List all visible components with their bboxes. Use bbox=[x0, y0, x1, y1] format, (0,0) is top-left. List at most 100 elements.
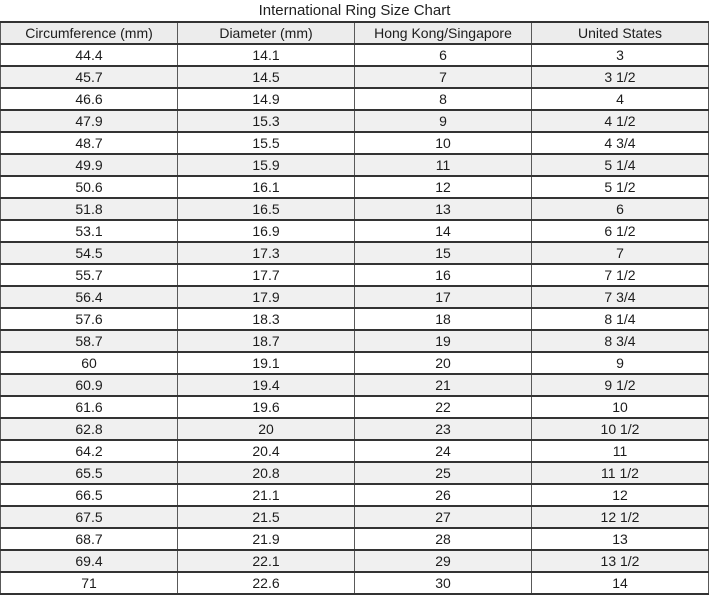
table-row: 60.9 19.4 21 9 1/2 bbox=[0, 373, 709, 397]
table-cell: 11 bbox=[354, 153, 532, 177]
table-cell: 19.1 bbox=[177, 351, 355, 375]
table-cell: 64.2 bbox=[0, 439, 178, 463]
table-cell: 14 bbox=[531, 571, 709, 595]
table-cell: 28 bbox=[354, 527, 532, 551]
table-cell: 20.8 bbox=[177, 461, 355, 485]
table-cell: 6 1/2 bbox=[531, 219, 709, 243]
table-cell: 61.6 bbox=[0, 395, 178, 419]
table-cell: 13 1/2 bbox=[531, 549, 709, 573]
table-row: 44.4 14.1 6 3 bbox=[0, 43, 709, 67]
page-title: International Ring Size Chart bbox=[258, 2, 451, 19]
table-cell: 6 bbox=[531, 197, 709, 221]
table-cell: 58.7 bbox=[0, 329, 178, 353]
table-cell: 66.5 bbox=[0, 483, 178, 507]
table-cell: 11 bbox=[531, 439, 709, 463]
table-cell: 16.1 bbox=[177, 175, 355, 199]
table-row: 53.1 16.9 14 6 1/2 bbox=[0, 219, 709, 243]
table-row: 67.5 21.5 27 12 1/2 bbox=[0, 505, 709, 529]
table-row: 61.6 19.6 22 10 bbox=[0, 395, 709, 419]
table-cell: 60.9 bbox=[0, 373, 178, 397]
table-body: 44.4 14.1 6 3 45.7 14.5 7 3 1/2 46.6 14.9 8 4 47.9 15… bbox=[0, 43, 709, 595]
table-row: 56.4 17.9 17 7 3/4 bbox=[0, 285, 709, 309]
table-header-row: Circumference (mm) Diameter (mm) Hong Ko… bbox=[0, 21, 709, 45]
column-header-diameter: Diameter (mm) bbox=[177, 21, 355, 45]
table-row: 55.7 17.7 16 7 1/2 bbox=[0, 263, 709, 287]
table-cell: 20.4 bbox=[177, 439, 355, 463]
table-cell: 17 bbox=[354, 285, 532, 309]
table-cell: 47.9 bbox=[0, 109, 178, 133]
table-row: 62.8 20 23 10 1/2 bbox=[0, 417, 709, 441]
table-row: 57.6 18.3 18 8 1/4 bbox=[0, 307, 709, 331]
table-cell: 69.4 bbox=[0, 549, 178, 573]
table-cell: 19.4 bbox=[177, 373, 355, 397]
table-row: 50.6 16.1 12 5 1/2 bbox=[0, 175, 709, 199]
table-row: 45.7 14.5 7 3 1/2 bbox=[0, 65, 709, 89]
column-header-united-states: United States bbox=[531, 21, 709, 45]
table-cell: 18 bbox=[354, 307, 532, 331]
table-cell: 23 bbox=[354, 417, 532, 441]
column-header-hongkong-singapore: Hong Kong/Singapore bbox=[354, 21, 532, 45]
table-cell: 62.8 bbox=[0, 417, 178, 441]
table-cell: 50.6 bbox=[0, 175, 178, 199]
table-row: 47.9 15.3 9 4 1/2 bbox=[0, 109, 709, 133]
table-cell: 48.7 bbox=[0, 131, 178, 155]
table-cell: 49.9 bbox=[0, 153, 178, 177]
table-cell: 14 bbox=[354, 219, 532, 243]
table-cell: 15.5 bbox=[177, 131, 355, 155]
table-cell: 22.1 bbox=[177, 549, 355, 573]
table-cell: 5 1/4 bbox=[531, 153, 709, 177]
table-cell: 9 bbox=[531, 351, 709, 375]
table-cell: 10 bbox=[354, 131, 532, 155]
table-cell: 29 bbox=[354, 549, 532, 573]
table-cell: 8 1/4 bbox=[531, 307, 709, 331]
table-cell: 25 bbox=[354, 461, 532, 485]
table-cell: 8 bbox=[354, 87, 532, 111]
table-cell: 20 bbox=[354, 351, 532, 375]
table-cell: 21 bbox=[354, 373, 532, 397]
table-row: 49.9 15.9 11 5 1/4 bbox=[0, 153, 709, 177]
table-cell: 56.4 bbox=[0, 285, 178, 309]
table-row: 58.7 18.7 19 8 3/4 bbox=[0, 329, 709, 353]
table-cell: 8 3/4 bbox=[531, 329, 709, 353]
table-cell: 71 bbox=[0, 571, 178, 595]
table-cell: 9 bbox=[354, 109, 532, 133]
table-row: 71 22.6 30 14 bbox=[0, 571, 709, 595]
table-cell: 53.1 bbox=[0, 219, 178, 243]
table-cell: 7 3/4 bbox=[531, 285, 709, 309]
table-row: 51.8 16.5 13 6 bbox=[0, 197, 709, 221]
table-cell: 3 1/2 bbox=[531, 65, 709, 89]
table-cell: 4 3/4 bbox=[531, 131, 709, 155]
table-cell: 12 1/2 bbox=[531, 505, 709, 529]
table-cell: 4 bbox=[531, 87, 709, 111]
table-row: 64.2 20.4 24 11 bbox=[0, 439, 709, 463]
table-cell: 19 bbox=[354, 329, 532, 353]
ring-size-table: Circumference (mm) Diameter (mm) Hong Ko… bbox=[0, 21, 709, 595]
table-row: 60 19.1 20 9 bbox=[0, 351, 709, 375]
table-cell: 10 bbox=[531, 395, 709, 419]
table-header: Circumference (mm) Diameter (mm) Hong Ko… bbox=[0, 21, 709, 45]
table-cell: 7 1/2 bbox=[531, 263, 709, 287]
table-cell: 3 bbox=[531, 43, 709, 67]
table-cell: 68.7 bbox=[0, 527, 178, 551]
table-cell: 14.5 bbox=[177, 65, 355, 89]
table-row: 46.6 14.9 8 4 bbox=[0, 87, 709, 111]
table-cell: 11 1/2 bbox=[531, 461, 709, 485]
table-cell: 17.9 bbox=[177, 285, 355, 309]
table-cell: 7 bbox=[354, 65, 532, 89]
table-cell: 13 bbox=[531, 527, 709, 551]
table-cell: 24 bbox=[354, 439, 532, 463]
table-row: 65.5 20.8 25 11 1/2 bbox=[0, 461, 709, 485]
table-row: 68.7 21.9 28 13 bbox=[0, 527, 709, 551]
table-cell: 13 bbox=[354, 197, 532, 221]
table-cell: 16 bbox=[354, 263, 532, 287]
table-cell: 4 1/2 bbox=[531, 109, 709, 133]
table-cell: 9 1/2 bbox=[531, 373, 709, 397]
table-cell: 22.6 bbox=[177, 571, 355, 595]
table-cell: 21.5 bbox=[177, 505, 355, 529]
table-cell: 19.6 bbox=[177, 395, 355, 419]
table-cell: 65.5 bbox=[0, 461, 178, 485]
table-cell: 15.9 bbox=[177, 153, 355, 177]
table-cell: 15 bbox=[354, 241, 532, 265]
table-cell: 12 bbox=[531, 483, 709, 507]
